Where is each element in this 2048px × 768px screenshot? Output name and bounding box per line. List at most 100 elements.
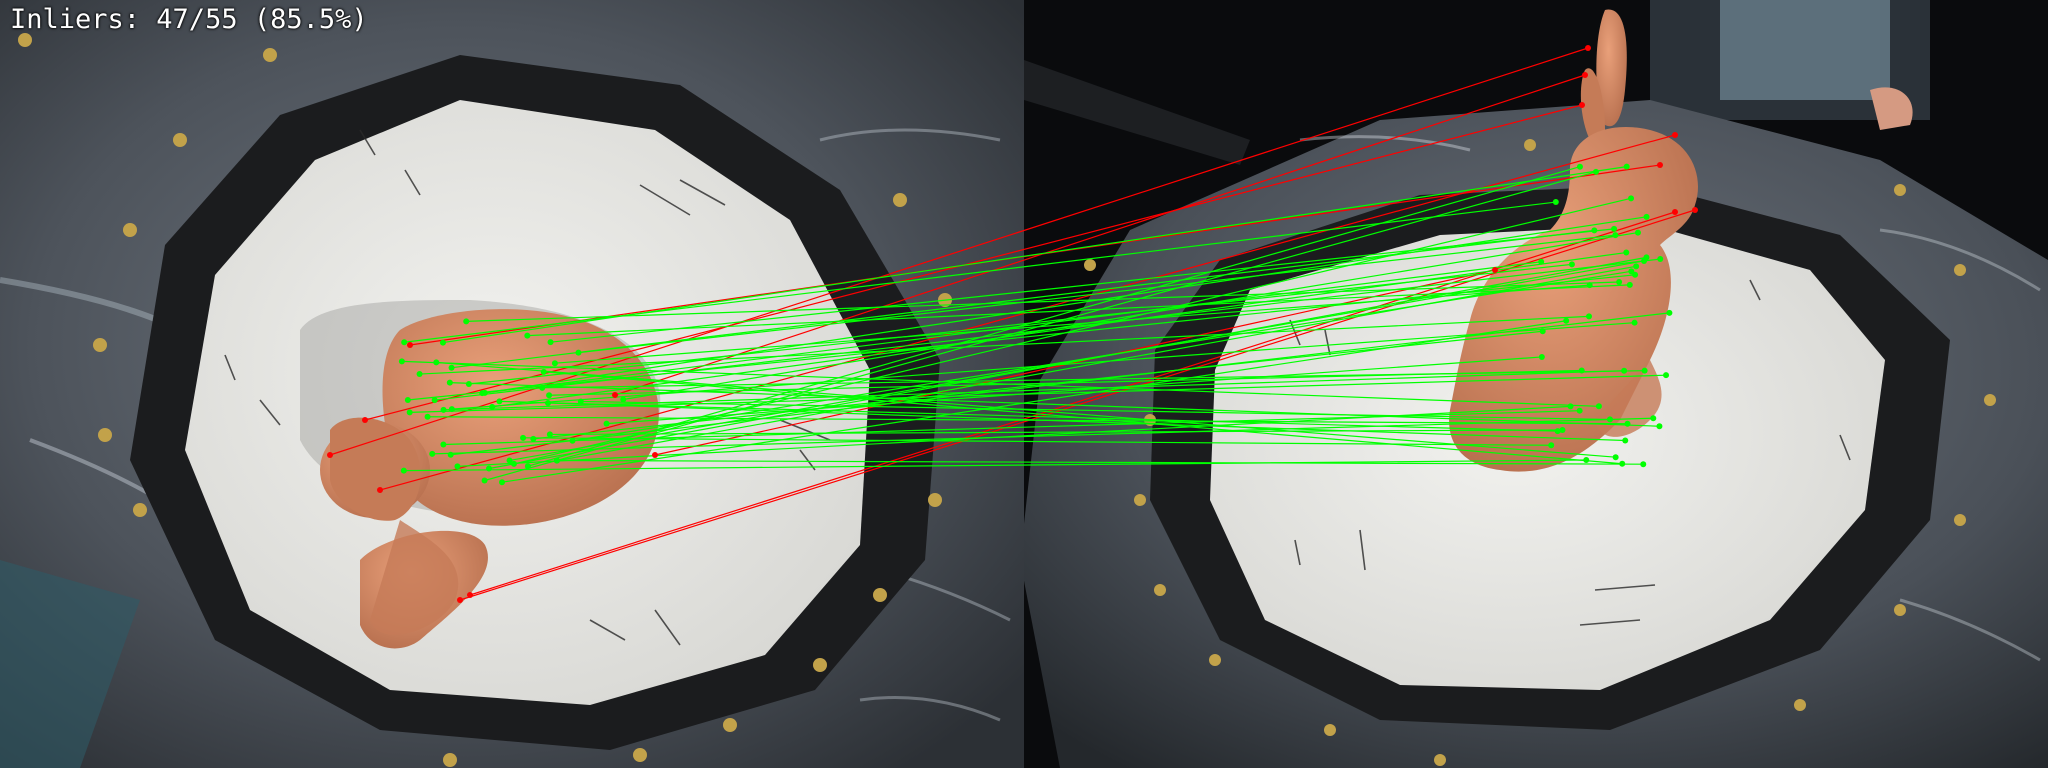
inlier-match-line — [549, 369, 1582, 396]
right-view-image — [1024, 0, 2048, 768]
outlier-match-line — [654, 269, 1496, 456]
outlier-match-line — [614, 74, 1586, 396]
keypoint-dot — [486, 465, 493, 472]
keypoint-dot — [1650, 415, 1657, 422]
inlier-match-line — [572, 270, 1632, 442]
inlier-match-line — [606, 356, 1542, 425]
keypoint-dot — [1567, 403, 1574, 410]
keypoint-dot — [1568, 261, 1575, 268]
keypoint-dot — [1559, 426, 1566, 433]
keypoint-dot — [447, 451, 454, 458]
inlier-match-line — [499, 400, 1558, 432]
keypoint-dot — [457, 597, 463, 603]
inlier-match-line — [527, 166, 1581, 467]
inlier-match-line — [436, 361, 1616, 458]
keypoint-dot — [1492, 267, 1498, 273]
keypoint-dot — [620, 396, 627, 403]
inlier-match-line — [443, 370, 1625, 411]
keypoint-dot — [1692, 207, 1698, 213]
keypoint-dot — [540, 368, 547, 375]
keypoint-dot — [454, 463, 461, 470]
inlier-match-line — [554, 284, 1590, 364]
keypoint-dot — [433, 359, 440, 366]
keypoint-dot — [575, 349, 582, 356]
inlier-match-lines — [401, 166, 1670, 483]
keypoint-dot — [1552, 199, 1559, 206]
keypoint-dot — [1628, 268, 1635, 275]
inlier-match-line — [578, 234, 1616, 354]
keypoint-dot — [499, 479, 506, 486]
inlier-match-line — [501, 320, 1567, 483]
keypoint-dot — [1619, 460, 1626, 467]
inlier-match-line — [523, 437, 1552, 446]
keypoint-dot — [377, 487, 383, 493]
inlier-match-line — [492, 251, 1627, 408]
keypoint-dot — [404, 396, 411, 403]
inlier-match-line — [468, 263, 1572, 385]
keypoint-dot — [1585, 45, 1591, 51]
keypoint-dot — [1641, 257, 1648, 264]
left-view-image — [0, 0, 1024, 768]
keypoint-dot — [1626, 281, 1633, 288]
inlier-match-line — [547, 402, 1626, 442]
keypoint-dot — [1586, 282, 1593, 289]
keypoint-dot — [1628, 195, 1635, 202]
keypoint-dot — [489, 403, 496, 410]
keypoint-dot — [506, 457, 513, 464]
inlier-match-line — [434, 258, 1661, 401]
keypoint-dot — [424, 413, 431, 420]
keypoint-dot — [398, 358, 405, 365]
inlier-match-line — [404, 201, 1556, 343]
inlier-match-line — [482, 261, 1542, 394]
keypoint-dot — [448, 364, 455, 371]
keypoint-dot — [1606, 416, 1613, 423]
inlier-match-line — [549, 429, 1563, 436]
inlier-match-line — [419, 315, 1590, 375]
keypoint-dot — [1554, 428, 1561, 435]
keypoint-dot — [1576, 163, 1583, 170]
keypoint-dot — [1657, 162, 1663, 168]
keypoint-dot — [1633, 263, 1640, 270]
inlier-match-line — [556, 265, 1637, 462]
keypoint-dot — [554, 457, 561, 464]
keypoint-dot — [448, 406, 455, 413]
keypoint-dot — [530, 435, 537, 442]
keypoint-dot — [1631, 319, 1638, 326]
keypoint-dot — [1612, 454, 1619, 461]
keypoint-dot — [1663, 372, 1670, 379]
keypoint-dot — [547, 339, 554, 346]
keypoint-dot — [467, 592, 473, 598]
keypoint-dot — [546, 392, 553, 399]
keypoint-dot — [546, 431, 553, 438]
keypoint-dot — [1592, 168, 1599, 175]
inlier-match-line — [527, 284, 1630, 337]
keypoint-dot — [440, 406, 447, 413]
keypoint-markers — [327, 45, 1698, 603]
inlier-match-line — [443, 410, 1580, 446]
keypoint-dot — [577, 398, 584, 405]
keypoint-dot — [510, 460, 517, 467]
inlier-match-line — [550, 228, 1615, 343]
keypoint-dot — [1622, 437, 1629, 444]
keypoint-dot — [652, 452, 658, 458]
keypoint-dot — [1563, 317, 1570, 324]
keypoint-dot — [1538, 353, 1545, 360]
inlier-match-line — [450, 312, 1670, 456]
keypoint-dot — [1634, 229, 1641, 236]
keypoint-dot — [446, 379, 453, 386]
keypoint-dot — [603, 420, 610, 427]
keypoint-dot — [1579, 102, 1585, 108]
keypoint-dot — [440, 441, 447, 448]
keypoint-dot — [551, 360, 558, 367]
keypoint-dot — [1621, 367, 1628, 374]
inlier-match-line — [623, 231, 1639, 401]
keypoint-dot — [429, 450, 436, 457]
inlier-match-line — [509, 260, 1645, 462]
keypoint-dot — [1595, 403, 1602, 410]
keypoint-dot — [1612, 232, 1619, 239]
inlier-match-line — [557, 459, 1644, 465]
inlier-match-line — [513, 197, 1632, 465]
keypoint-dot — [1623, 163, 1630, 170]
keypoint-dot — [1657, 256, 1664, 263]
